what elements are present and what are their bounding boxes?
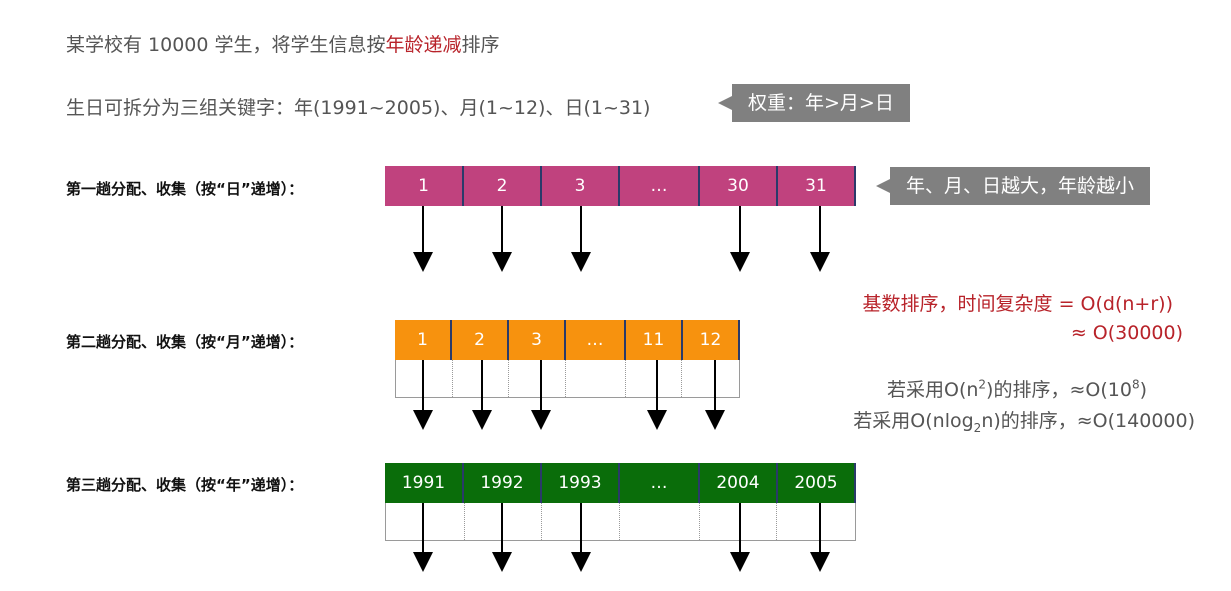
key-cell: 2 — [464, 166, 542, 206]
intro-line-1-suffix: 排序 — [461, 34, 500, 56]
key-cell: … — [620, 463, 700, 503]
alt2-sub: 2 — [973, 420, 982, 435]
alt-complexity-1: 若采用O(n2)的排序，≈O(108) — [887, 375, 1147, 402]
age-callout: 年、月、日越大，年龄越小 — [875, 167, 1151, 205]
pass-2-bucket-row — [395, 360, 740, 398]
alt1-part-a: 若采用O(n — [886, 379, 979, 401]
bucket — [542, 503, 621, 540]
bucket — [566, 360, 626, 397]
bucket — [620, 503, 700, 540]
pass-1-label: 第一趟分配、收集（按“日”递增）： — [66, 180, 304, 198]
key-cell: 3 — [509, 320, 566, 360]
bucket — [465, 503, 543, 540]
key-cell: … — [566, 320, 626, 360]
key-cell: 2005 — [778, 463, 856, 503]
bucket — [700, 503, 778, 540]
pass-2-label: 第二趟分配、收集（按“月”递增）： — [66, 333, 304, 351]
pass-3-key-row: 1991 1992 1993 … 2004 2005 — [385, 463, 856, 503]
pass-3-bucket-row — [385, 503, 856, 541]
alt2-part-b: n)的排序，≈O(140000) — [981, 410, 1195, 432]
intro-line-2: 生日可拆分为三组关键字：年(1991~2005)、月(1~12)、日(1~31) — [66, 97, 651, 119]
intro-line-1: 某学校有 10000 学生，将学生信息按年龄递减排序 — [66, 30, 500, 57]
pass-1-key-row: 1 2 3 … 30 31 — [385, 166, 856, 206]
key-cell: 1993 — [542, 463, 620, 503]
key-cell: 1992 — [464, 463, 542, 503]
pass-3-label: 第三趟分配、收集（按“年”递增）： — [66, 476, 304, 494]
complexity-line-2: ≈ O(30000) — [1070, 322, 1183, 344]
pass-2-key-row: 1 2 3 … 11 12 — [395, 320, 740, 360]
intro-line-1-highlight: 年龄递减 — [385, 34, 462, 56]
key-cell: 1991 — [385, 463, 464, 503]
key-cell: 3 — [542, 166, 620, 206]
key-cell: 12 — [683, 320, 740, 360]
complexity-line-1: 基数排序，时间复杂度 = O(d(n+r)) — [862, 293, 1173, 315]
bucket — [386, 503, 465, 540]
key-cell: 11 — [626, 320, 683, 360]
bucket — [396, 360, 453, 397]
alt1-sup: 2 — [978, 377, 987, 392]
key-cell: 1 — [385, 166, 464, 206]
bucket — [626, 360, 683, 397]
alt2-part-a: 若采用O(nlog — [853, 410, 974, 432]
intro-line-1-prefix: 某学校有 10000 学生，将学生信息按 — [66, 34, 386, 56]
bucket — [453, 360, 510, 397]
key-cell: 30 — [700, 166, 778, 206]
alt1-sup-2: 8 — [1131, 377, 1140, 392]
alt1-part-b: )的排序，≈O(10 — [986, 379, 1132, 401]
key-cell: … — [620, 166, 700, 206]
bucket — [509, 360, 567, 397]
alt-complexity-2: 若采用O(nlog2n)的排序，≈O(140000) — [853, 406, 1195, 435]
weight-callout: 权重：年>月>日 — [718, 84, 910, 122]
key-cell: 2 — [452, 320, 509, 360]
key-cell: 2004 — [700, 463, 778, 503]
key-cell: 1 — [395, 320, 452, 360]
key-cell: 31 — [778, 166, 856, 206]
alt1-part-c: ) — [1139, 379, 1147, 401]
